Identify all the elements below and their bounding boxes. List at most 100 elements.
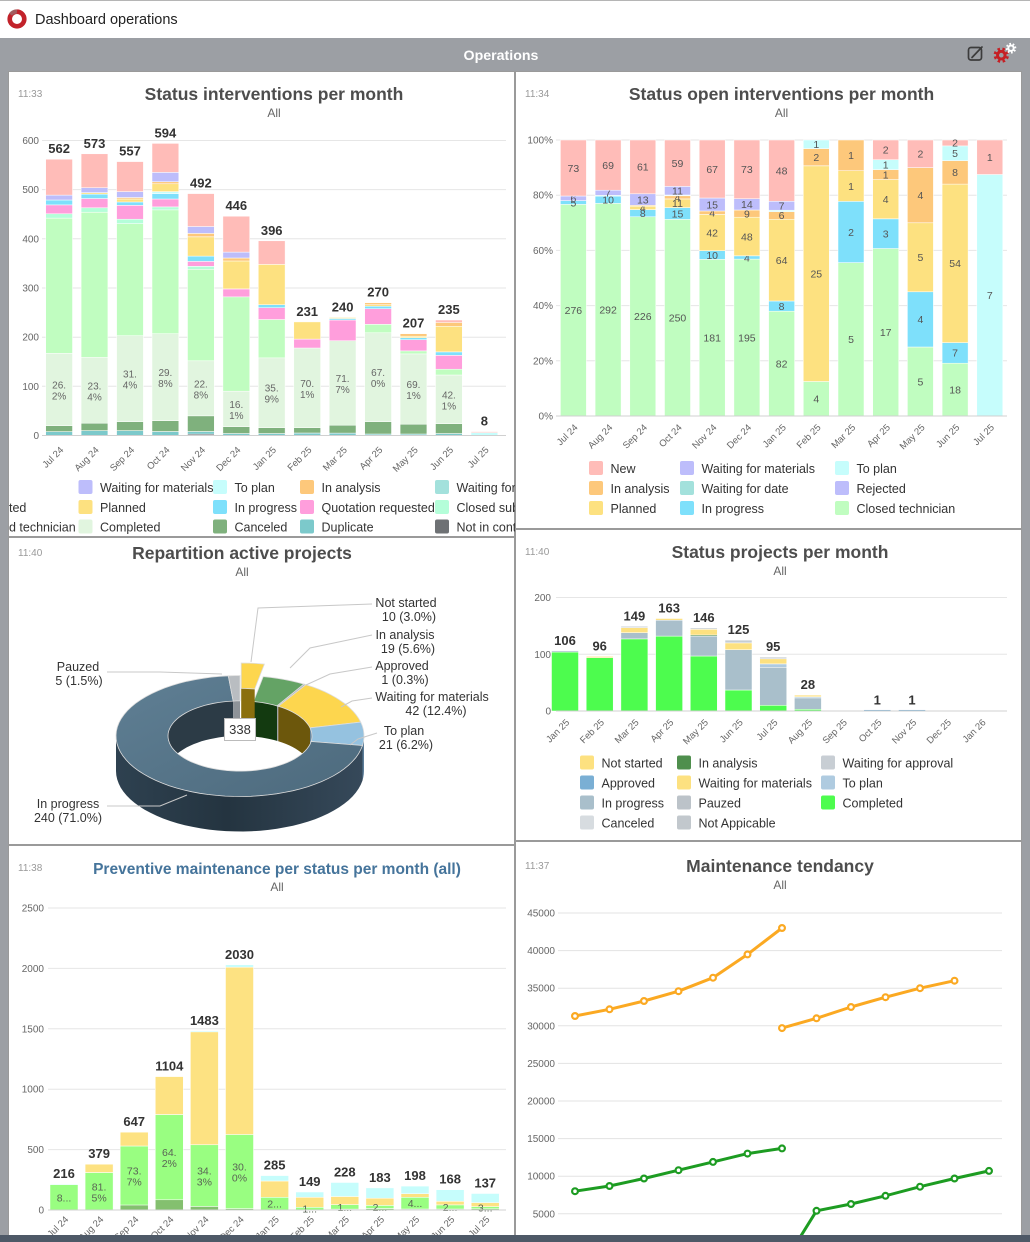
svg-text:54: 54 — [949, 258, 961, 270]
svg-text:42: 42 — [706, 227, 718, 239]
svg-text:500: 500 — [27, 1145, 44, 1156]
svg-text:216: 216 — [53, 1166, 75, 1181]
svg-text:11:38: 11:38 — [18, 863, 43, 874]
svg-text:276: 276 — [565, 305, 583, 317]
svg-text:125: 125 — [728, 622, 750, 637]
svg-text:163: 163 — [658, 601, 680, 616]
svg-text:8%: 8% — [194, 390, 209, 401]
svg-text:235: 235 — [438, 302, 460, 317]
svg-text:26.: 26. — [52, 381, 66, 392]
svg-text:7: 7 — [987, 290, 993, 302]
svg-text:ted: ted — [9, 501, 26, 515]
svg-text:1500: 1500 — [22, 1024, 45, 1035]
svg-text:5: 5 — [952, 148, 958, 160]
svg-text:2500: 2500 — [22, 904, 45, 915]
svg-text:In analysis: In analysis — [375, 628, 434, 642]
svg-text:183: 183 — [369, 1170, 391, 1185]
svg-text:2: 2 — [813, 152, 819, 164]
svg-text:1%: 1% — [406, 391, 421, 402]
svg-text:100: 100 — [534, 650, 551, 661]
svg-text:Closed technician: Closed technician — [857, 502, 956, 516]
svg-text:40000: 40000 — [527, 946, 555, 957]
svg-text:67.: 67. — [371, 368, 385, 379]
svg-text:Not Appicable: Not Appicable — [699, 817, 776, 831]
svg-text:400: 400 — [22, 234, 39, 245]
svg-text:Closed subcontractor: Closed subcontractor — [457, 501, 575, 515]
svg-text:285: 285 — [264, 1158, 286, 1173]
svg-text:Pauzed: Pauzed — [57, 660, 99, 674]
svg-text:Status open interventions per: Status open interventions per month — [629, 84, 934, 104]
svg-text:2: 2 — [848, 227, 854, 239]
svg-text:2030: 2030 — [225, 947, 254, 962]
svg-text:10 (3.0%): 10 (3.0%) — [382, 610, 436, 624]
svg-text:2: 2 — [952, 138, 958, 150]
svg-text:42.: 42. — [442, 390, 456, 401]
svg-text:7: 7 — [779, 201, 785, 213]
svg-text:11: 11 — [672, 198, 683, 210]
svg-text:48: 48 — [741, 231, 753, 243]
svg-text:In analysis: In analysis — [322, 481, 381, 495]
svg-text:5: 5 — [917, 252, 923, 264]
svg-text:300: 300 — [22, 284, 39, 295]
svg-text:All: All — [270, 880, 283, 894]
svg-text:15000: 15000 — [527, 1134, 555, 1145]
svg-text:11: 11 — [672, 186, 683, 198]
svg-text:Canceled: Canceled — [602, 817, 655, 831]
svg-text:Quotation requested: Quotation requested — [322, 501, 435, 515]
svg-text:7: 7 — [605, 188, 611, 200]
svg-text:2: 2 — [883, 145, 889, 157]
svg-text:1104: 1104 — [155, 1059, 184, 1074]
svg-text:45000: 45000 — [527, 909, 555, 920]
svg-text:Preventive maintenance per sta: Preventive maintenance per status per mo… — [93, 861, 461, 878]
svg-text:0: 0 — [545, 707, 551, 718]
svg-text:11:34: 11:34 — [525, 89, 550, 100]
svg-text:647: 647 — [123, 1114, 145, 1129]
svg-text:Pauzed: Pauzed — [699, 797, 741, 811]
svg-text:4: 4 — [917, 190, 923, 202]
svg-text:292: 292 — [599, 305, 617, 317]
svg-text:In progress: In progress — [235, 501, 298, 515]
svg-text:16.: 16. — [229, 400, 243, 411]
svg-text:200: 200 — [534, 593, 551, 604]
svg-text:Not in contract: Not in contract — [457, 521, 538, 535]
svg-text:11:40: 11:40 — [18, 548, 43, 559]
svg-text:11:37: 11:37 — [525, 861, 550, 872]
svg-text:To plan: To plan — [384, 724, 424, 738]
svg-text:Waiting for materials: Waiting for materials — [375, 690, 488, 704]
svg-text:1: 1 — [883, 159, 889, 171]
svg-text:10: 10 — [706, 250, 718, 262]
svg-text:207: 207 — [403, 316, 425, 331]
svg-text:3%: 3% — [197, 1177, 212, 1189]
svg-text:In progress: In progress — [602, 797, 665, 811]
svg-text:All: All — [235, 565, 248, 579]
svg-text:146: 146 — [693, 610, 715, 625]
svg-text:181: 181 — [703, 333, 721, 345]
svg-text:15: 15 — [706, 199, 718, 211]
svg-text:Completed: Completed — [843, 797, 903, 811]
svg-text:500: 500 — [22, 185, 39, 196]
svg-text:4%: 4% — [123, 381, 138, 392]
svg-text:5000: 5000 — [533, 1209, 556, 1220]
svg-text:82: 82 — [776, 358, 788, 370]
svg-text:In progress: In progress — [37, 797, 100, 811]
svg-text:573: 573 — [84, 136, 106, 151]
svg-text:30000: 30000 — [527, 1021, 555, 1032]
svg-text:42 (12.4%): 42 (12.4%) — [405, 704, 466, 718]
svg-text:Operations: Operations — [464, 48, 539, 64]
svg-text:69.: 69. — [407, 380, 421, 391]
svg-text:17: 17 — [880, 327, 892, 339]
svg-text:11:40: 11:40 — [525, 547, 550, 558]
svg-text:61: 61 — [637, 162, 649, 174]
svg-text:4: 4 — [640, 203, 646, 215]
svg-text:31.: 31. — [123, 370, 137, 381]
svg-text:69: 69 — [602, 160, 614, 172]
svg-text:In progress: In progress — [702, 502, 765, 516]
svg-text:1%: 1% — [300, 390, 315, 401]
svg-text:Approved: Approved — [602, 777, 656, 791]
svg-text:18: 18 — [949, 384, 961, 396]
svg-text:73: 73 — [741, 164, 753, 176]
svg-text:8: 8 — [779, 301, 785, 313]
svg-text:67: 67 — [706, 164, 718, 176]
svg-text:15: 15 — [672, 208, 684, 220]
svg-text:0%: 0% — [371, 379, 386, 390]
